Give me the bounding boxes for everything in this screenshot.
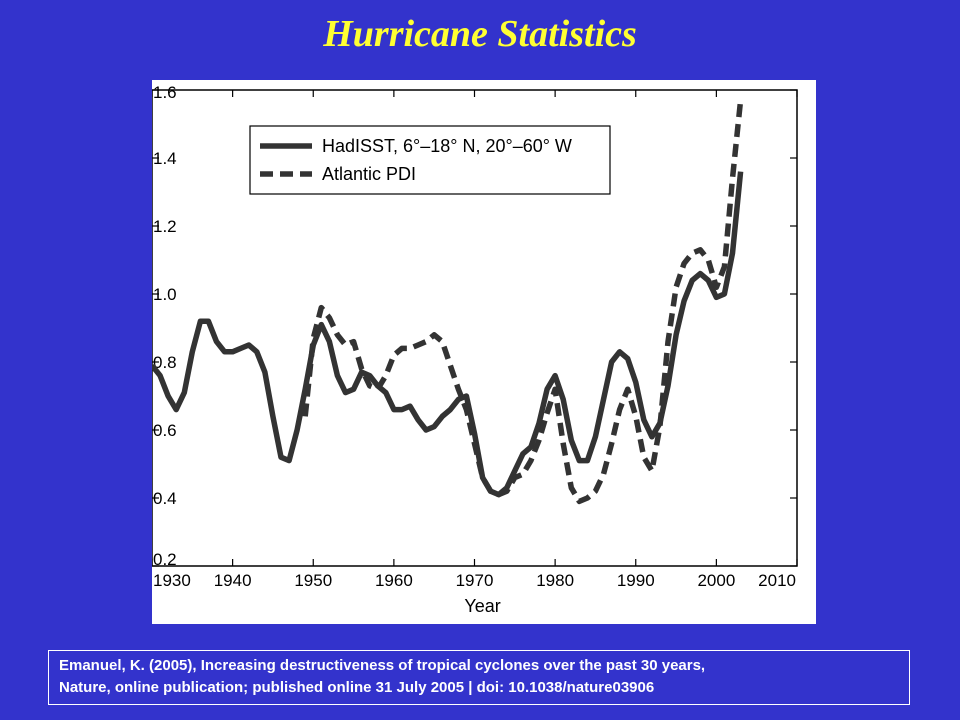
x-tick-label: 1950	[294, 571, 332, 590]
y-tick-label: 1.4	[153, 149, 177, 168]
y-tick-label: 0.4	[153, 489, 177, 508]
citation-line-2: Nature, online publication; published on…	[59, 679, 655, 696]
x-axis-title: Year	[464, 596, 500, 616]
series-line-atlantic-pdi	[302, 99, 744, 505]
y-tick-label: 1.6	[153, 83, 177, 102]
x-tick-label: 2010	[758, 571, 796, 590]
x-tick-label: 1930	[153, 571, 191, 590]
citation-box: Emanuel, K. (2005), Increasing destructi…	[48, 650, 910, 705]
y-tick-label: 0.6	[153, 421, 177, 440]
chart-panel: 0.2 0.4 0.6 0.8 1.0 1.2 1.4 1.6 1930 1940 1950 1960…	[152, 80, 816, 624]
line-chart: 0.2 0.4 0.6 0.8 1.0 1.2 1.4 1.6 1930 1940 1950 1960…	[152, 83, 798, 616]
x-tick-label: 1970	[456, 571, 494, 590]
x-tick-label: 1960	[375, 571, 413, 590]
x-tick-label: 1980	[536, 571, 574, 590]
x-tick-label: 1990	[617, 571, 655, 590]
legend-box	[249, 125, 611, 195]
legend-label: HadISST, 6°–18° N, 20°–60° W	[322, 136, 572, 156]
legend-label: Atlantic PDI	[322, 164, 416, 184]
x-tick-label: 2000	[697, 571, 735, 590]
slide-title: Hurricane Statistics	[323, 13, 637, 55]
citation-line-1: Emanuel, K. (2005), Increasing destructi…	[59, 657, 706, 674]
y-tick-label: 1.2	[153, 217, 177, 236]
y-tick-label: 0.2	[153, 550, 177, 569]
y-tick-label: 0.8	[153, 353, 177, 372]
series-line-hadisst	[152, 171, 744, 498]
y-tick-label: 1.0	[153, 285, 177, 304]
x-tick-label: 1940	[214, 571, 252, 590]
